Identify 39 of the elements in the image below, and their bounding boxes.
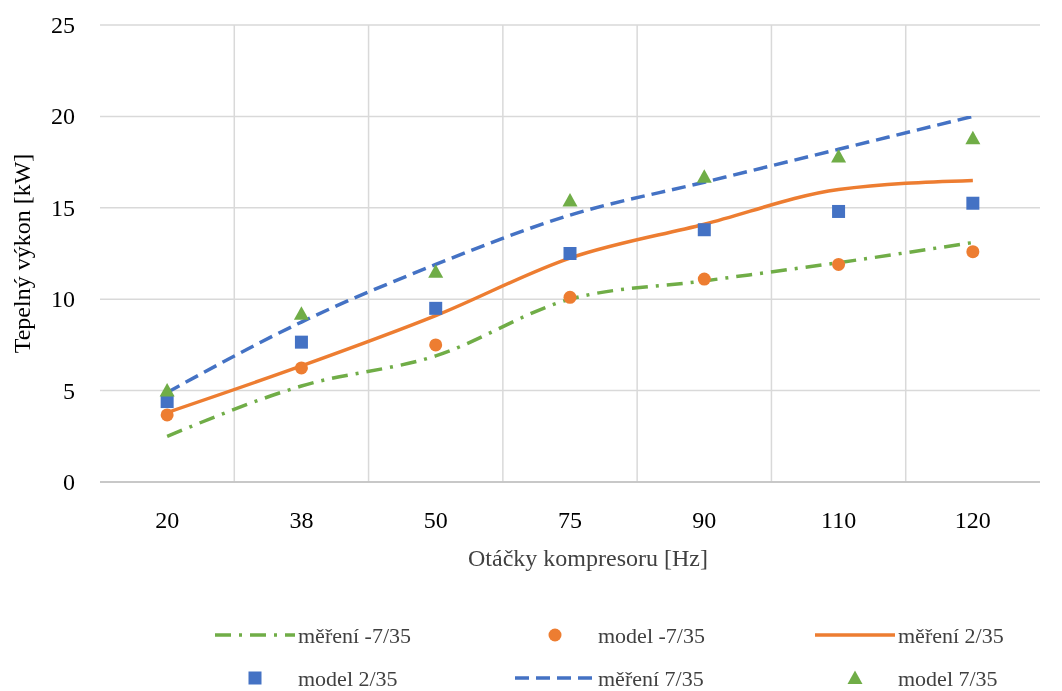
- point: [697, 223, 711, 237]
- legend-label: model 7/35: [898, 666, 998, 691]
- point: [294, 335, 308, 349]
- x-tick-label: 110: [821, 507, 857, 533]
- point: [966, 245, 980, 259]
- legend-label: měření -7/35: [298, 623, 412, 648]
- x-tick-label: 38: [289, 507, 314, 533]
- point: [563, 290, 577, 304]
- y-tick-label: 25: [51, 12, 75, 38]
- point: [832, 257, 846, 271]
- point: [429, 338, 443, 352]
- point: [966, 196, 980, 210]
- y-tick-label: 0: [63, 469, 75, 495]
- legend-label: měření 2/35: [898, 623, 1004, 648]
- x-axis-title: Otáčky kompresoru [Hz]: [468, 545, 708, 571]
- point: [965, 130, 981, 145]
- legend-label: model -7/35: [598, 623, 705, 648]
- point: [696, 169, 712, 183]
- y-tick-label: 10: [51, 286, 75, 313]
- x-tick-label: 20: [155, 507, 180, 533]
- x-tick-label: 50: [423, 507, 448, 533]
- x-tick-label: 120: [954, 507, 991, 533]
- point: [429, 301, 443, 315]
- legend-label: měření 7/35: [598, 666, 704, 691]
- x-tick-label: 90: [692, 507, 717, 533]
- point: [562, 192, 578, 207]
- x-tick-label: 75: [558, 507, 582, 533]
- point: [831, 149, 847, 163]
- y-axis-title: Tepelný výkon [kW]: [9, 153, 35, 354]
- point: [697, 272, 711, 286]
- point: [428, 264, 444, 278]
- point: [563, 247, 577, 260]
- legend-label: model 2/35: [298, 666, 398, 691]
- point: [159, 383, 175, 397]
- y-tick-label: 5: [63, 377, 75, 404]
- point: [832, 204, 846, 218]
- y-tick-label: 20: [51, 103, 75, 130]
- point: [293, 306, 309, 320]
- y-tick-label: 15: [51, 194, 75, 221]
